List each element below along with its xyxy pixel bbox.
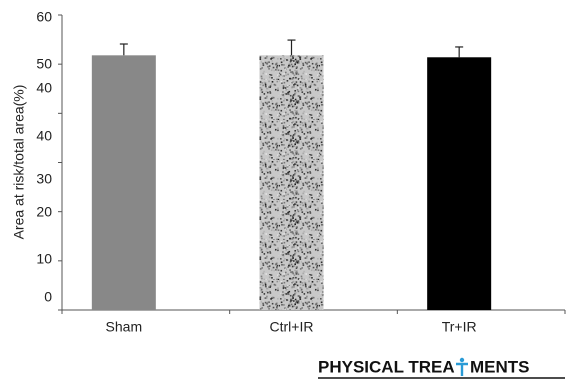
y-tick-label: 0	[44, 289, 52, 305]
x-tick-label: Tr+IR	[442, 319, 477, 335]
x-tick-label: Sham	[106, 319, 143, 335]
footer-left: PHYSICAL TREA	[318, 357, 455, 376]
y-axis-label: Area at risk/total area(%)	[11, 85, 27, 240]
y-tick-label: 50	[36, 56, 52, 72]
y-tick-label: 40	[36, 80, 52, 96]
y-tick-label: 30	[36, 171, 52, 187]
footer-right: MENTS	[470, 357, 530, 376]
x-tick-label: Ctrl+IR	[270, 319, 314, 335]
y-tick-label: 60	[36, 9, 52, 25]
bar	[91, 55, 156, 310]
y-tick-label: 10	[36, 251, 52, 267]
footer-icon	[456, 357, 468, 376]
bar	[427, 57, 492, 311]
y-tick-label: 20	[36, 204, 52, 220]
y-tick-label: 40	[36, 128, 52, 144]
bar	[259, 55, 324, 310]
